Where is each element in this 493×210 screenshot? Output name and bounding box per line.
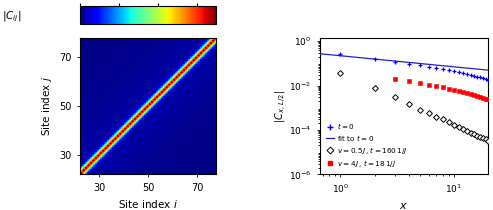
Y-axis label: Site index $j$: Site index $j$ <box>40 76 54 136</box>
Y-axis label: $|C_{x,\, L/2}|$: $|C_{x,\, L/2}|$ <box>273 89 287 123</box>
Text: $|C_{ij}|$: $|C_{ij}|$ <box>2 10 22 24</box>
X-axis label: $x$: $x$ <box>399 201 408 210</box>
Legend: $t=0$, fit to $t=0$, $v=0.5\,J,\,t=160\,1/J$, $v=4\,J,\,t=18\,1/J$: $t=0$, fit to $t=0$, $v=0.5\,J,\,t=160\,… <box>323 119 410 171</box>
X-axis label: Site index $i$: Site index $i$ <box>118 198 178 210</box>
